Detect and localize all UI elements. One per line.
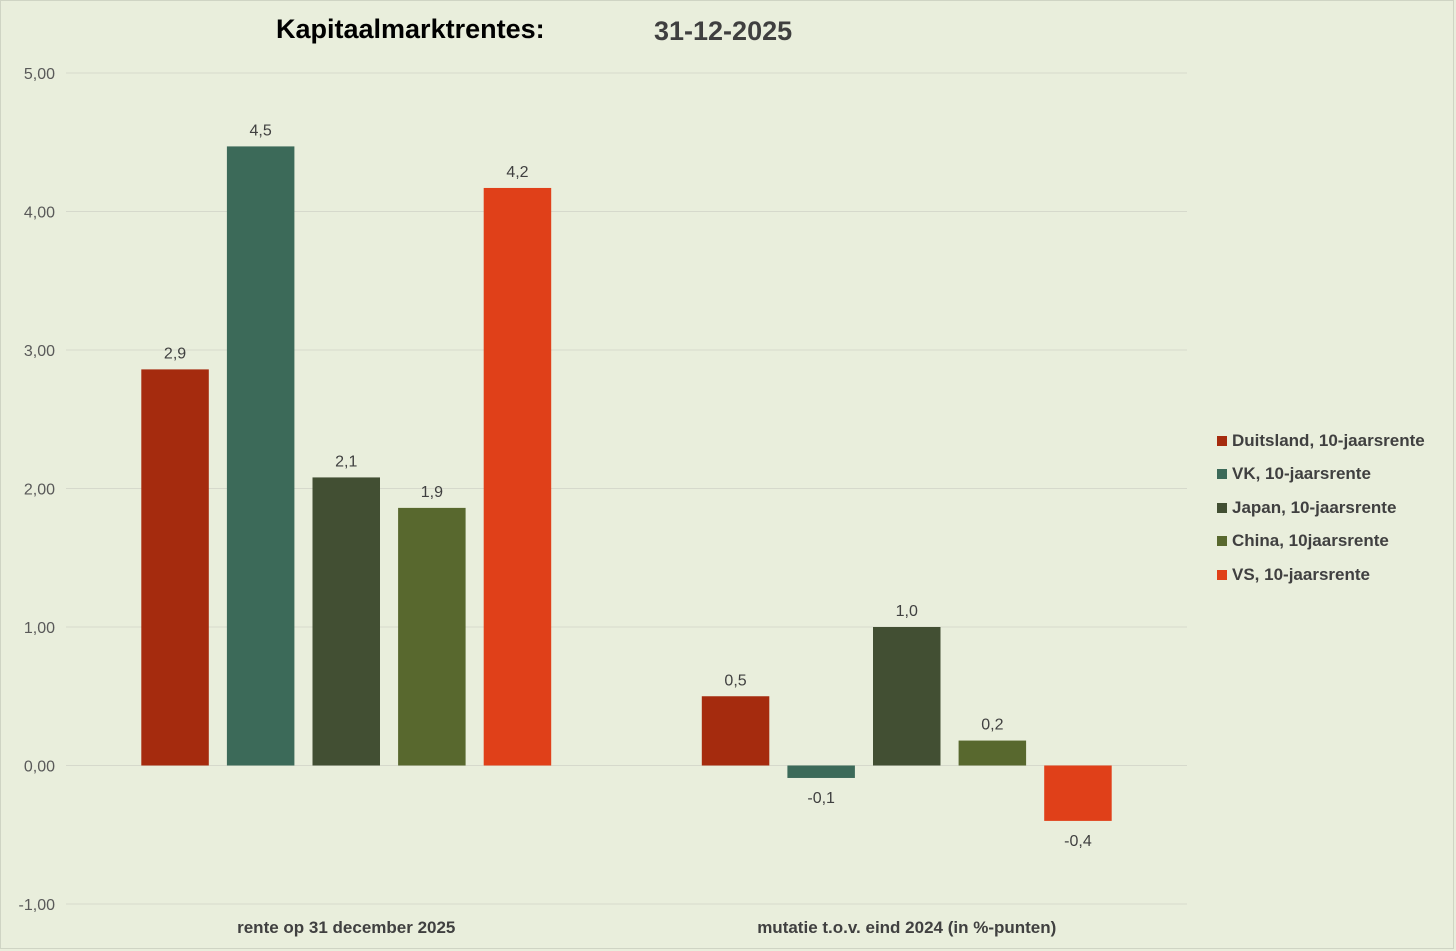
data-label: 1,0 [896, 603, 918, 620]
legend: Duitsland, 10-jaarsrente VK, 10-jaarsren… [1217, 424, 1425, 592]
legend-label: Duitsland, 10-jaarsrente [1232, 430, 1425, 450]
y-tick-label: 2,00 [24, 482, 55, 499]
data-label: -0,1 [807, 790, 835, 807]
y-tick-label: 5,00 [24, 66, 55, 83]
legend-item: VS, 10-jaarsrente [1217, 558, 1425, 592]
bar [141, 369, 209, 766]
data-label: 2,9 [164, 345, 186, 362]
legend-label: VS, 10-jaarsrente [1232, 564, 1370, 584]
chart-date: 31-12-2025 [654, 16, 793, 46]
bar [787, 765, 855, 778]
bar [958, 740, 1027, 766]
legend-item: Japan, 10-jaarsrente [1217, 491, 1425, 525]
data-label: 1,9 [421, 484, 443, 501]
y-tick-label: -1,00 [19, 897, 56, 914]
x-category-label: rente op 31 december 2025 [237, 918, 455, 937]
y-tick-label: 0,00 [24, 759, 55, 776]
legend-item: China, 10jaarsrente [1217, 525, 1425, 559]
legend-label: Japan, 10-jaarsrente [1232, 497, 1397, 517]
legend-swatch [1217, 569, 1227, 580]
data-label: -0,4 [1064, 833, 1092, 850]
y-tick-label: 3,00 [24, 343, 55, 360]
bar [398, 507, 466, 766]
bar [483, 187, 552, 766]
y-tick-label: 4,00 [24, 205, 55, 222]
data-labels: 2,9 4,5 2,1 1,9 4,2 0,5 -0,1 1,0 0,2 -0,4 [164, 122, 1092, 849]
data-label: 2,1 [335, 453, 357, 470]
legend-item: VK, 10-jaarsrente [1217, 458, 1425, 492]
data-label: 0,5 [724, 672, 746, 689]
legend-label: China, 10jaarsrente [1232, 531, 1389, 551]
chart-title: Kapitaalmarktrentes: [276, 14, 545, 44]
x-axis-categories: rente op 31 december 2025 mutatie t.o.v. … [237, 918, 1056, 937]
data-label: 4,5 [250, 122, 272, 139]
legend-swatch [1217, 536, 1227, 547]
data-label: 4,2 [506, 164, 528, 181]
legend-swatch [1217, 469, 1227, 480]
x-category-label: mutatie t.o.v. eind 2024 (in %-punten) [757, 918, 1056, 937]
bar [1044, 765, 1112, 821]
bar [701, 696, 770, 766]
bar [312, 477, 380, 766]
y-tick-label: 1,00 [24, 620, 55, 637]
legend-swatch [1217, 502, 1227, 513]
legend-item: Duitsland, 10-jaarsrente [1217, 424, 1425, 458]
data-label: 0,2 [981, 717, 1003, 734]
bar [226, 146, 295, 766]
bar [873, 627, 941, 766]
bars [141, 146, 1112, 821]
legend-swatch [1217, 435, 1227, 446]
legend-label: VK, 10-jaarsrente [1232, 464, 1371, 484]
y-axis-ticks: 5,00 4,00 3,00 2,00 1,00 0,00 -1,00 [19, 66, 56, 914]
